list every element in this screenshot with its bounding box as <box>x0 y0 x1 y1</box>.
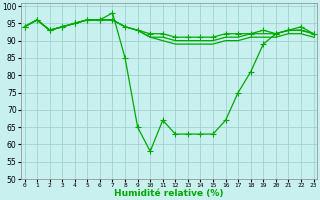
X-axis label: Humidité relative (%): Humidité relative (%) <box>114 189 224 198</box>
